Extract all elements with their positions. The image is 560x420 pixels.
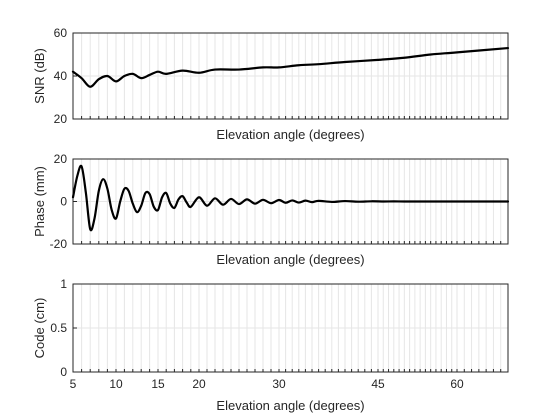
y-tick-label: 0.5 — [50, 321, 67, 335]
y-axis-label: Code (cm) — [32, 298, 47, 359]
phase-panel: -20 0 20 Elevation angle (degrees) Phase (mm… — [32, 152, 510, 267]
series-line — [71, 164, 510, 232]
x-tick-label: 45 — [371, 377, 385, 391]
y-tick-label: 0 — [60, 365, 67, 379]
y-tick-label: 0 — [60, 195, 67, 209]
y-tick-label: 60 — [54, 26, 68, 40]
axes-box — [72, 283, 509, 373]
y-tick-label: 20 — [54, 152, 68, 166]
series-line — [71, 46, 510, 88]
x-tick-label: 20 — [192, 377, 206, 391]
x-axis-label: Elevation angle (degrees) — [216, 127, 364, 142]
y-axis-label: Phase (mm) — [32, 166, 47, 237]
x-axis-label: Elevation angle (degrees) — [216, 252, 364, 267]
x-tick-label: 10 — [109, 377, 123, 391]
y-tick-label: 1 — [60, 277, 67, 291]
y-tick-label: -20 — [50, 237, 68, 251]
x-tick-label: 5 — [70, 377, 77, 391]
y-tick-label: 40 — [54, 69, 68, 83]
snr-panel: 20 40 60 Elevation angle (degrees) SNR (dB) — [32, 26, 510, 142]
x-tick-label: 15 — [151, 377, 165, 391]
x-tick-label: 30 — [272, 377, 286, 391]
x-axis-label: Elevation angle (degrees) — [216, 398, 364, 413]
y-tick-label: 20 — [54, 112, 68, 126]
y-axis-label: SNR (dB) — [32, 48, 47, 104]
axes-box — [72, 32, 509, 120]
x-tick-label: 60 — [450, 377, 464, 391]
